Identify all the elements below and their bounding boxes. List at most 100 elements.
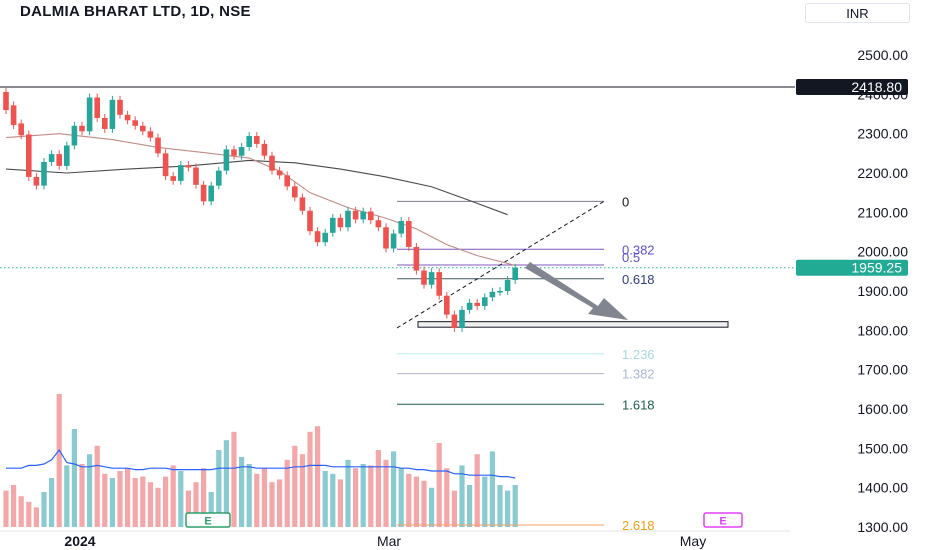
y-tick-label: 2200.00 — [857, 165, 908, 181]
fib-level-label: 0.618 — [622, 272, 655, 287]
candle-body — [276, 170, 283, 176]
candle-body — [512, 267, 518, 280]
candle-body — [132, 120, 138, 126]
candle-body — [299, 197, 306, 211]
volume-bar — [413, 476, 419, 527]
volume-bar — [444, 468, 450, 527]
candle-body — [124, 114, 131, 121]
volume-bar — [246, 464, 252, 527]
candle-body — [178, 165, 184, 181]
candle-body — [292, 186, 298, 198]
y-tick-label: 1600.00 — [857, 401, 908, 417]
candle-body — [254, 136, 260, 144]
resistance-price-label: 2418.80 — [851, 79, 902, 95]
candle-body — [261, 143, 268, 156]
y-tick-label: 1300.00 — [857, 519, 908, 535]
candle-body — [459, 309, 465, 328]
candle-body — [48, 154, 55, 162]
volume-bar — [163, 476, 169, 527]
volume-bar — [398, 468, 404, 527]
earnings-marker: E — [185, 512, 231, 528]
volume-bar — [208, 492, 214, 527]
volume-bar — [345, 459, 351, 527]
candle-body — [428, 272, 435, 285]
volume-bar — [79, 464, 85, 527]
candle-body — [238, 147, 245, 156]
volume-bar — [330, 473, 336, 527]
volume-bar — [231, 431, 237, 527]
fib-level-label: 1.236 — [622, 347, 655, 362]
volume-bar — [337, 479, 343, 527]
volume-bar — [383, 459, 389, 527]
volume-bar — [87, 454, 93, 527]
candle-body — [147, 131, 154, 138]
volume-bar — [71, 429, 77, 527]
volume-bar — [375, 450, 381, 527]
volume-bar — [292, 445, 298, 527]
candle-body — [330, 217, 336, 233]
candle-body — [193, 167, 199, 185]
chart-title: DALMIA BHARAT LTD, 1D, NSE — [20, 3, 251, 20]
candle-body — [117, 99, 123, 115]
candle-body — [284, 175, 290, 187]
volume-bar — [284, 459, 290, 527]
candle-body — [56, 154, 62, 166]
candle-body — [307, 210, 313, 232]
volume-bar — [33, 507, 39, 527]
volume-bar — [56, 394, 62, 527]
volume-bar — [102, 473, 108, 527]
volume-bar — [170, 465, 176, 527]
volume-bar — [505, 490, 511, 527]
volume-bar — [26, 501, 32, 527]
candle-body — [504, 279, 511, 291]
candle-body — [482, 297, 488, 306]
last-price-badge — [796, 259, 908, 276]
y-tick-label: 1700.00 — [857, 362, 908, 378]
earnings-marker-label: E — [719, 516, 726, 528]
candle-body — [155, 137, 161, 154]
fib-level-label: 1.382 — [622, 367, 655, 382]
candle-body — [390, 233, 397, 249]
candle-body — [33, 176, 40, 186]
y-tick-label: 2300.00 — [857, 126, 908, 142]
volume-bar — [459, 465, 465, 527]
volume-bar — [315, 426, 321, 527]
volume-bar — [223, 440, 229, 527]
candle-body — [216, 170, 222, 186]
volume-bar — [489, 451, 495, 527]
candle-body — [269, 155, 275, 171]
currency-button[interactable]: INR — [805, 3, 910, 23]
candle-body — [436, 272, 442, 296]
candle-body — [451, 314, 458, 328]
volume-bar — [178, 471, 184, 527]
volume-bar — [239, 457, 245, 527]
volume-bar — [11, 485, 17, 527]
y-tick-label: 2500.00 — [857, 47, 908, 63]
volume-bar — [109, 478, 115, 527]
volume-bar — [132, 478, 138, 527]
volume-bar — [482, 476, 488, 527]
volume-bar — [18, 496, 24, 527]
candle-body — [398, 220, 404, 234]
candle-body — [170, 176, 176, 181]
candle-body — [375, 220, 382, 228]
volume-bar — [64, 465, 70, 527]
volume-bar — [125, 468, 131, 527]
volume-bar — [49, 478, 55, 527]
volume-bar — [391, 451, 397, 527]
candle-body — [162, 153, 169, 177]
candle-body — [368, 211, 374, 221]
y-tick-label: 1900.00 — [857, 283, 908, 299]
y-tick-label: 1800.00 — [857, 322, 908, 338]
x-tick-label: 2024 — [64, 533, 95, 549]
candle-body — [71, 125, 78, 146]
support-zone-box — [417, 321, 729, 328]
candle-body — [86, 97, 93, 132]
volume-bar — [406, 473, 412, 527]
volume-bar — [216, 450, 222, 527]
candle-body — [231, 149, 237, 156]
volume-bar — [360, 464, 366, 527]
candle-body — [223, 149, 230, 171]
candle-body — [345, 210, 351, 228]
